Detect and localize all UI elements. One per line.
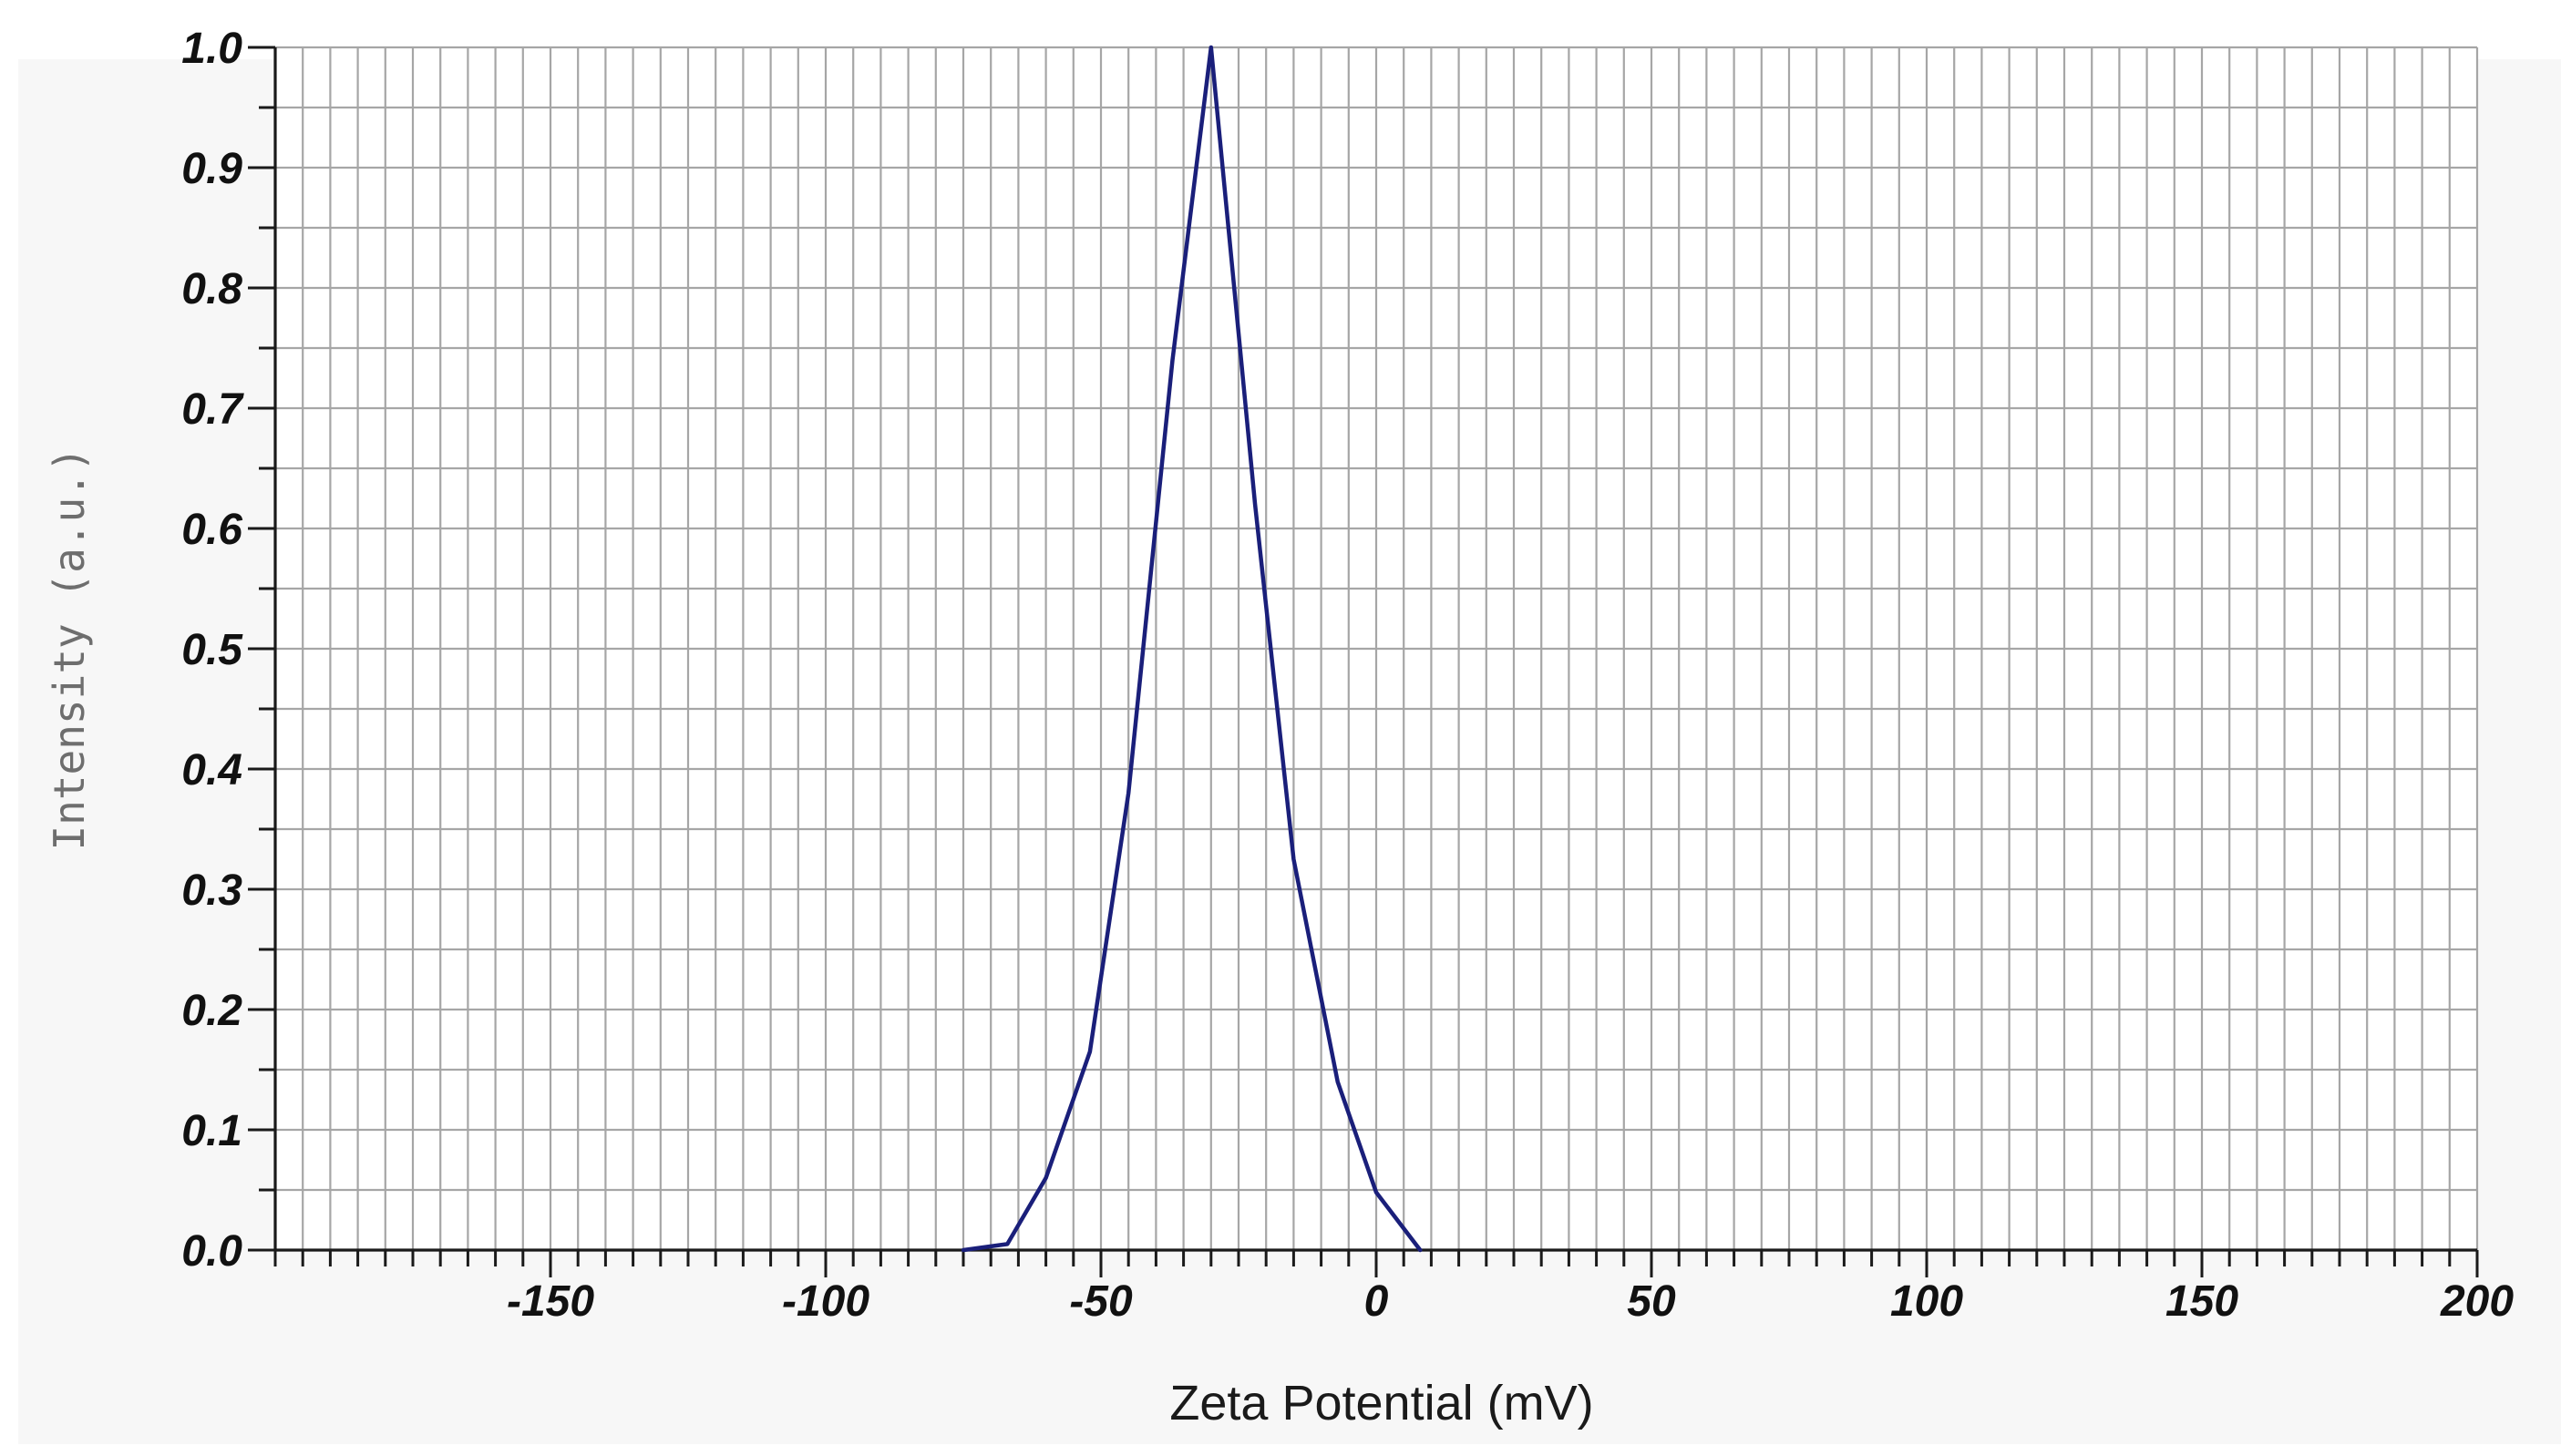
y-tick-label: 0.6 bbox=[181, 506, 242, 554]
x-tick-label: 100 bbox=[1890, 1277, 1963, 1326]
y-tick-label: 0.3 bbox=[181, 866, 242, 915]
y-tick-label: 1.0 bbox=[181, 25, 242, 73]
series-layer bbox=[961, 45, 1423, 1253]
x-tick-label: 0 bbox=[1364, 1277, 1389, 1326]
axes bbox=[248, 46, 2479, 1277]
x-tick-label: -50 bbox=[1069, 1277, 1133, 1326]
y-tick-label: 0.9 bbox=[181, 145, 242, 193]
y-tick-label: 0.1 bbox=[181, 1107, 242, 1155]
x-tick-label: -100 bbox=[782, 1277, 869, 1326]
y-tick-label: 0.7 bbox=[181, 385, 244, 434]
x-tick-label: 150 bbox=[2165, 1277, 2238, 1326]
x-tick-label: 50 bbox=[1627, 1277, 1676, 1326]
y-tick-label: 0.4 bbox=[181, 746, 242, 795]
x-tick-label: -150 bbox=[507, 1277, 594, 1326]
y-tick-label: 0.0 bbox=[181, 1227, 242, 1276]
y-axis-title: Intensity (a.u.) bbox=[45, 446, 94, 850]
x-tick-label: 200 bbox=[2440, 1277, 2514, 1326]
y-tick-label: 0.2 bbox=[181, 987, 242, 1035]
tick-labels: -150 -100 -50 0 50 100 150 200 0.0 0.1 0.2 0.3 0.4 0.… bbox=[181, 25, 2514, 1326]
x-axis-title: Zeta Potential (mV) bbox=[1169, 1376, 1593, 1430]
grid bbox=[275, 47, 2477, 1250]
y-tick-label: 0.5 bbox=[181, 626, 243, 674]
y-tick-label: 0.8 bbox=[181, 265, 242, 313]
series-line bbox=[961, 45, 1423, 1253]
